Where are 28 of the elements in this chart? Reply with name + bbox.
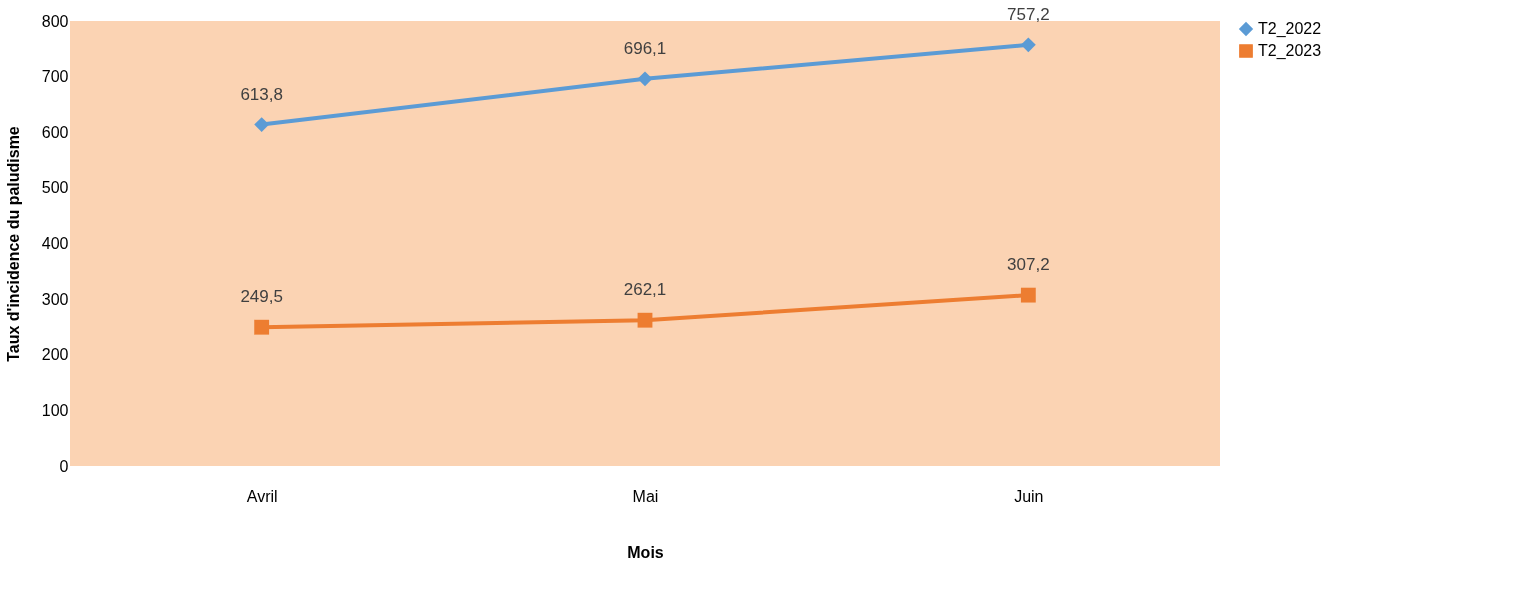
y-tick-label: 0 bbox=[59, 457, 69, 475]
legend-label: T2_2022 bbox=[1258, 20, 1322, 38]
data-label: 307,2 bbox=[1007, 255, 1050, 275]
y-tick-label: 300 bbox=[41, 290, 69, 308]
y-tick-label: 800 bbox=[41, 12, 69, 30]
x-tick-label: Mai bbox=[632, 487, 659, 505]
x-axis-title: Mois bbox=[627, 543, 664, 561]
y-axis-title: Taux d'incidence du paludisme bbox=[4, 126, 22, 362]
y-tick-label: 200 bbox=[41, 346, 69, 364]
point bbox=[637, 312, 653, 328]
y-tick-label: 400 bbox=[41, 235, 69, 252]
point bbox=[1020, 37, 1036, 53]
x-tick-label: Juin bbox=[1014, 487, 1044, 505]
y-tick-label: 100 bbox=[41, 401, 69, 419]
data-label: 757,2 bbox=[1007, 4, 1050, 24]
data-label: 249,5 bbox=[240, 287, 283, 307]
point bbox=[637, 71, 653, 87]
y-tick-label: 700 bbox=[41, 68, 69, 86]
data-label: 262,1 bbox=[623, 280, 667, 300]
point bbox=[254, 319, 270, 335]
point bbox=[1020, 287, 1036, 303]
data-label: 613,8 bbox=[240, 84, 283, 104]
y-tick-label: 600 bbox=[41, 123, 69, 141]
data-label: 696,1 bbox=[623, 38, 667, 58]
x-tick-label: Avril bbox=[246, 487, 278, 505]
legend-label: T2_2023 bbox=[1258, 42, 1322, 60]
y-tick-label: 500 bbox=[41, 179, 69, 197]
point bbox=[254, 117, 270, 132]
